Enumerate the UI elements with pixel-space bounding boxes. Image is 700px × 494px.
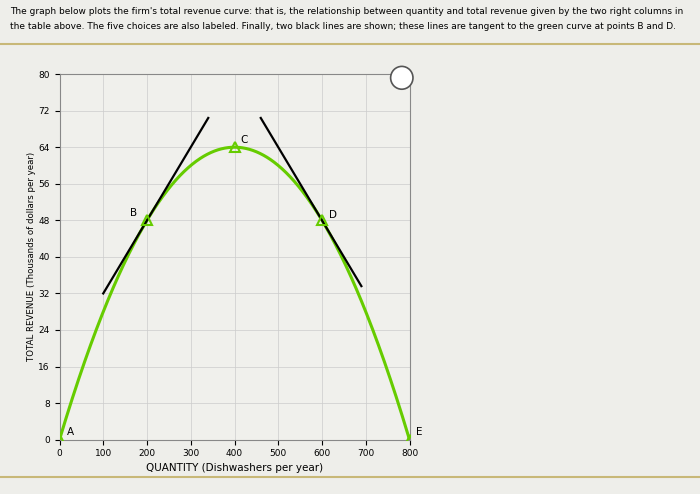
Text: ?: ? [398, 72, 405, 85]
Circle shape [391, 66, 413, 89]
Text: C: C [240, 135, 247, 145]
Text: A: A [66, 427, 74, 438]
Text: The graph below plots the firm's total revenue curve: that is, the relationship : The graph below plots the firm's total r… [10, 7, 684, 16]
Text: D: D [329, 209, 337, 219]
Text: the table above. The five choices are also labeled. Finally, two black lines are: the table above. The five choices are al… [10, 22, 676, 31]
Text: E: E [416, 427, 423, 438]
Text: B: B [130, 208, 137, 218]
X-axis label: QUANTITY (Dishwashers per year): QUANTITY (Dishwashers per year) [146, 462, 323, 473]
Y-axis label: TOTAL REVENUE (Thousands of dollars per year): TOTAL REVENUE (Thousands of dollars per … [27, 152, 36, 362]
